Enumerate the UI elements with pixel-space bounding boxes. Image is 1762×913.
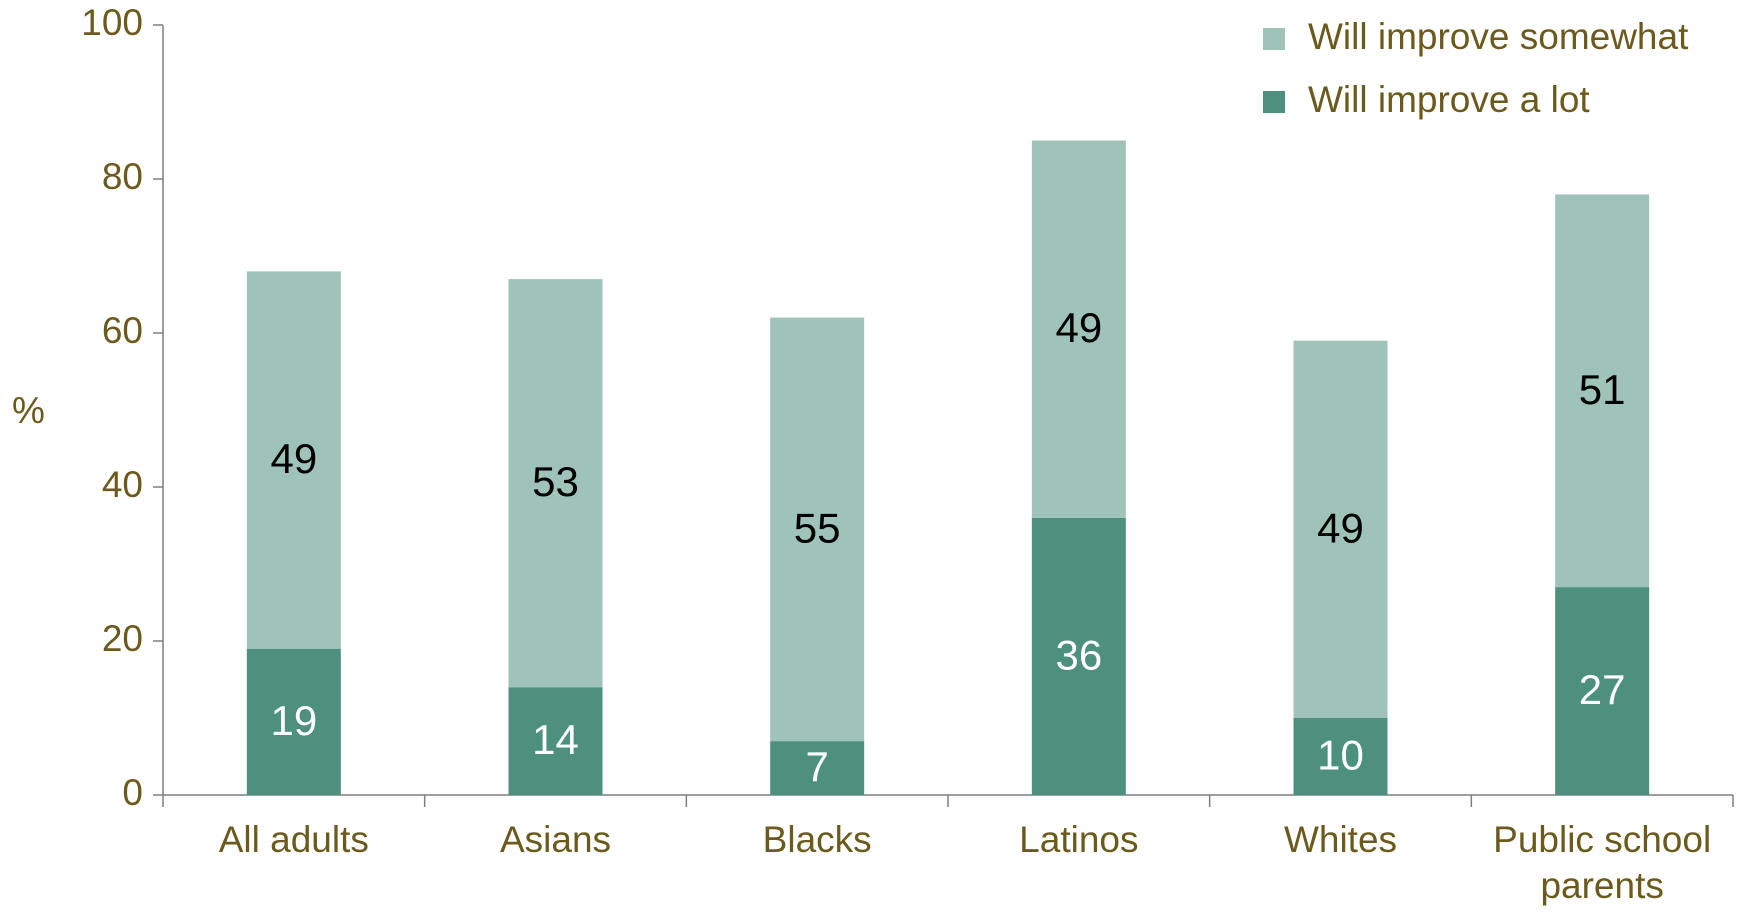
x-category-label: All adults xyxy=(219,819,369,860)
bar-segment-improve-a-lot xyxy=(246,648,341,795)
legend: Will improve somewhat Will improve a lot xyxy=(1263,16,1689,120)
data-label: 27 xyxy=(1579,666,1626,713)
data-label: 49 xyxy=(1055,304,1102,351)
data-label: 19 xyxy=(270,697,317,744)
legend-swatch xyxy=(1263,91,1285,113)
data-label: 10 xyxy=(1317,732,1364,779)
data-label: 53 xyxy=(532,458,579,505)
data-label: 55 xyxy=(794,504,841,551)
x-category-label: Asians xyxy=(500,819,611,860)
x-category-label: Public school parents xyxy=(1493,819,1711,906)
x-category-label: Whites xyxy=(1284,819,1397,860)
bar-segment-improve-a-lot xyxy=(1293,718,1388,795)
legend-label: Will improve a lot xyxy=(1308,79,1590,120)
data-label: 7 xyxy=(805,743,828,790)
y-tick-label: 80 xyxy=(102,156,143,197)
y-axis-unit-label: % xyxy=(12,390,45,431)
data-label: 14 xyxy=(532,716,579,763)
bar-segment-improve-a-lot xyxy=(1555,587,1650,795)
data-label: 51 xyxy=(1579,366,1626,413)
bar-segment-improve-somewhat xyxy=(508,279,603,688)
x-category-label: Blacks xyxy=(763,819,872,860)
data-label: 36 xyxy=(1055,631,1102,678)
bar-segment-improve-a-lot xyxy=(770,741,865,795)
bar-segment-improve-somewhat xyxy=(1031,140,1126,518)
bars: 19 49 14 53 7 55 36 49 10 49 27 51 xyxy=(246,140,1650,795)
legend-label: Will improve somewhat xyxy=(1308,16,1689,57)
data-label: 49 xyxy=(270,435,317,482)
bar-segment-improve-somewhat xyxy=(246,271,341,649)
bar-segment-improve-somewhat xyxy=(1293,340,1388,718)
y-tick-label: 20 xyxy=(102,618,143,659)
data-label: 49 xyxy=(1317,504,1364,551)
bar-segment-improve-somewhat xyxy=(770,317,865,742)
y-tick-label: 0 xyxy=(122,772,143,813)
y-tick-label: 40 xyxy=(102,464,143,505)
y-axis: 0 20 40 60 80 100 xyxy=(81,2,164,813)
y-tick-label: 60 xyxy=(102,310,143,351)
x-category-label: Latinos xyxy=(1019,819,1138,860)
y-tick-label: 100 xyxy=(81,2,143,43)
bar-segment-improve-somewhat xyxy=(1555,194,1650,588)
x-axis: All adults Asians Blacks Latinos Whites Publi… xyxy=(162,794,1734,906)
bar-segment-improve-a-lot xyxy=(508,687,603,795)
bar-segment-improve-a-lot xyxy=(1031,517,1126,795)
legend-swatch xyxy=(1263,28,1285,50)
